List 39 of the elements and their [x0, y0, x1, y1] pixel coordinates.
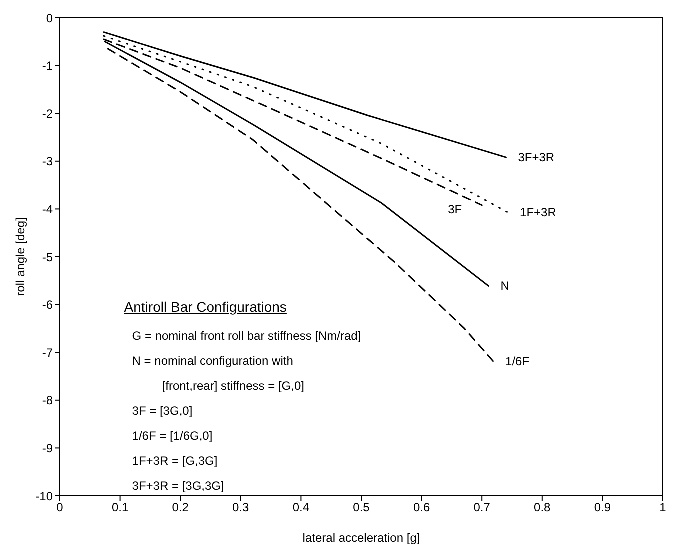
x-tick-label: 0.1	[112, 500, 129, 515]
y-tick-label: -4	[42, 202, 54, 216]
annotation: 3F+3R = [3G,3G]	[132, 478, 226, 496]
y-tick-label: -10	[36, 489, 54, 504]
y-tick-label: -6	[42, 298, 54, 312]
series-label: 1F+3R	[520, 206, 557, 220]
y-tick-label: -7	[42, 346, 54, 360]
y-tick-label: -2	[42, 106, 54, 121]
x-tick-label: 0.6	[413, 500, 430, 515]
y-tick-label: -1	[42, 59, 54, 74]
y-tick-label: 0	[46, 11, 54, 26]
annotation: G = nominal front roll bar stiffness [Nm/rad]	[132, 328, 362, 346]
x-axis-title: lateral acceleration [g]	[302, 531, 420, 545]
line-series	[104, 41, 490, 287]
series-label: 1/6F	[506, 354, 530, 369]
x-tick-label: 0.5	[353, 500, 370, 515]
x-tick-label: 0.9	[594, 500, 612, 515]
y-tick-label: -9	[42, 441, 54, 456]
annotation: 3F = [3G,0]	[132, 403, 194, 420]
annotation: Antiroll Bar Configurations	[124, 298, 288, 318]
series-label: 3F+3R	[518, 150, 555, 165]
y-tick-label: -5	[42, 250, 54, 264]
x-tick-label: 0.4	[292, 500, 310, 515]
x-tick-label: 1	[660, 500, 667, 515]
x-tick-label: 0.8	[534, 500, 552, 515]
annotation: [front,rear] stiffness = [G,0]	[162, 378, 306, 396]
x-tick-label: 0.3	[232, 500, 250, 515]
line-series	[103, 32, 507, 158]
y-tick-label: -3	[42, 154, 54, 169]
x-tick-label: 0	[56, 500, 64, 515]
y-tick-label: -8	[42, 394, 54, 408]
annotation: N = nominal configuration with	[132, 353, 294, 370]
annotation: 1F+3R = [G,3G]	[132, 453, 219, 470]
series-label: N	[500, 279, 510, 294]
series-label: 3F	[448, 202, 462, 216]
y-axis-title: roll angle [deg]	[13, 218, 28, 296]
annotation: 1/6F = [1/6G,0]	[132, 428, 214, 446]
x-tick-label: 0.7	[474, 500, 491, 515]
x-tick-label: 0.2	[172, 500, 190, 515]
